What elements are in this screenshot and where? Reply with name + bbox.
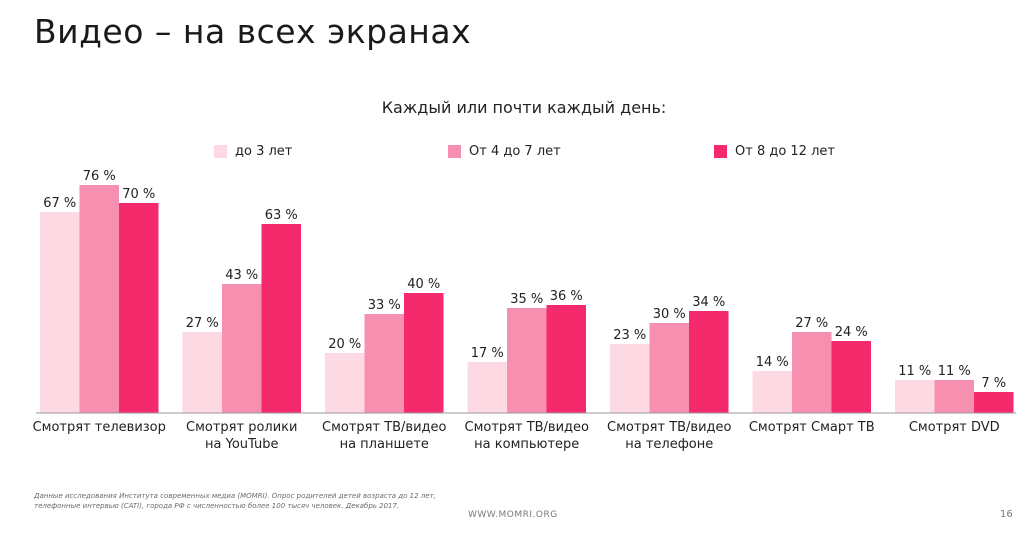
bar-value-label: 70 %: [122, 187, 155, 202]
category-label: Смотрят телевизор: [33, 420, 166, 435]
legend-swatch-4-to-7: [448, 145, 461, 158]
bar-value-label: 43 %: [225, 268, 258, 283]
bar: [325, 353, 365, 413]
bar: [467, 362, 507, 413]
bar: [40, 212, 80, 413]
chart-title: Каждый или почти каждый день:: [381, 98, 667, 117]
bar: [546, 305, 586, 413]
legend-label-4-to-7: От 4 до 7 лет: [469, 144, 561, 159]
bar-value-label: 67 %: [43, 196, 76, 211]
bar-value-label: 33 %: [368, 298, 401, 313]
bar: [79, 185, 119, 413]
bar: [404, 293, 444, 413]
bar-value-label: 63 %: [265, 208, 298, 223]
bar: [364, 314, 404, 413]
slide-title: Видео – на всех экранах: [34, 12, 472, 51]
bar: [222, 284, 262, 413]
bar-value-label: 27 %: [186, 316, 219, 331]
bar-value-label: 24 %: [835, 325, 868, 340]
page-number: 16: [1000, 509, 1013, 520]
legend-label-8-to-12: От 8 до 12 лет: [735, 144, 835, 159]
legend-item-under-3: до 3 лет: [214, 144, 292, 159]
site-url[interactable]: WWW.MOMRI.ORG: [468, 510, 558, 520]
bar: [507, 308, 547, 413]
bar: [182, 332, 222, 413]
bar-value-label: 27 %: [795, 316, 828, 331]
bar-value-label: 14 %: [756, 355, 789, 370]
legend-swatch-8-to-12: [714, 145, 727, 158]
legend-label-under-3: до 3 лет: [235, 144, 293, 159]
bar: [752, 371, 792, 413]
category-label: Смотрят Смарт ТВ: [749, 420, 875, 435]
bar: [831, 341, 871, 413]
bar: [974, 392, 1014, 413]
bar: [119, 203, 159, 413]
bar: [895, 380, 935, 413]
bar: [649, 323, 689, 413]
legend-swatch-under-3: [214, 145, 227, 158]
bar: [610, 344, 650, 413]
category-label: Смотрят ТВ/видео на планшете: [322, 420, 447, 452]
bar-value-label: 11 %: [898, 364, 931, 379]
footnote: Данные исследования Института современны…: [34, 492, 436, 510]
bar-value-label: 7 %: [981, 376, 1006, 391]
bar-value-label: 30 %: [653, 307, 686, 322]
chart-legend: до 3 лет От 4 до 7 лет От 8 до 12 лет: [0, 144, 1032, 164]
bar-value-label: 34 %: [692, 295, 725, 310]
bar-value-label: 17 %: [471, 346, 504, 361]
category-label: Смотрят DVD: [909, 420, 1000, 435]
bar-value-label: 11 %: [938, 364, 971, 379]
category-label: Смотрят ТВ/видео на компьютере: [465, 420, 590, 452]
bar: [261, 224, 301, 413]
bar-value-label: 35 %: [510, 292, 543, 307]
category-label: Смотрят ТВ/видео на телефоне: [607, 420, 732, 452]
bar-value-label: 23 %: [613, 328, 646, 343]
bar-value-label: 76 %: [83, 169, 116, 184]
bar-value-label: 20 %: [328, 337, 361, 352]
bar: [934, 380, 974, 413]
category-label: Смотрят ролики на YouTube: [186, 420, 297, 452]
bar: [792, 332, 832, 413]
legend-item-8-to-12: От 8 до 12 лет: [714, 144, 835, 159]
legend-item-4-to-7: От 4 до 7 лет: [448, 144, 561, 159]
bar: [689, 311, 729, 413]
bar-value-label: 40 %: [407, 277, 440, 292]
bar-value-label: 36 %: [550, 289, 583, 304]
